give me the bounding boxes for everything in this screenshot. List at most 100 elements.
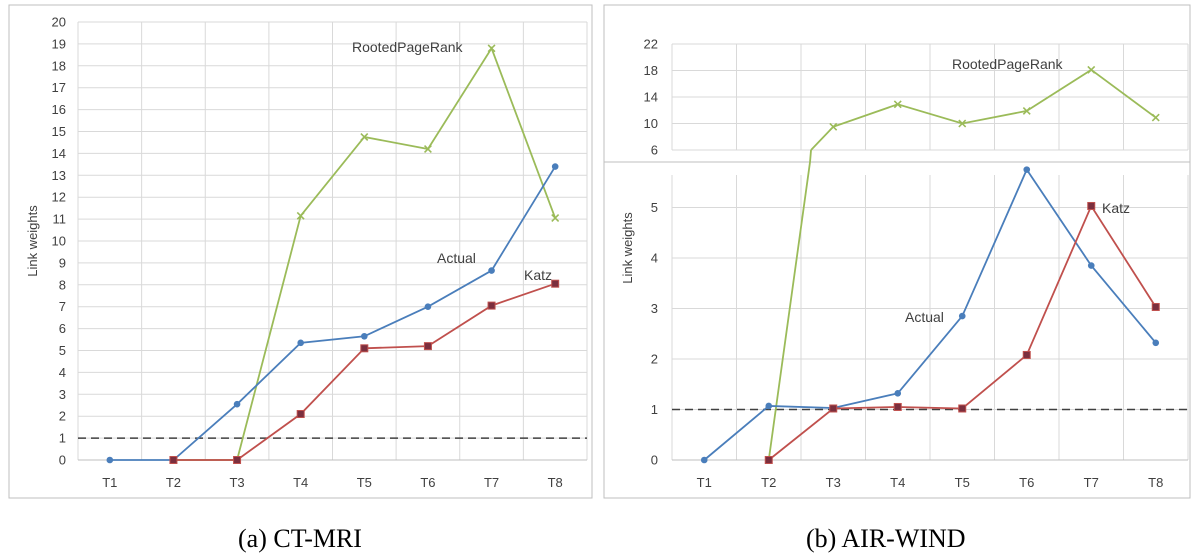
y-tick-label-lower: 0 [651,453,658,468]
point-actual [233,400,241,408]
chart-frame [8,4,593,499]
y-tick-label: 11 [53,212,67,227]
point-katz [1151,302,1160,311]
x-tick-label: T2 [166,475,181,490]
point-actual [1023,166,1031,173]
point-katz [1022,350,1031,359]
point-rooted [360,133,369,141]
y-tick-label: 6 [59,321,66,336]
caption-a: (a) CT-MRI [238,524,362,553]
y-tick-label: 12 [52,190,66,205]
x-tick-label: T3 [229,475,244,490]
y-axis-label: Link weights [620,212,635,284]
point-actual [424,303,432,311]
series-line-rooted-jump [767,149,812,461]
x-tick-label: T1 [102,475,117,490]
point-katz [360,344,369,353]
series-label-rooted: RootedPageRank [352,39,464,55]
y-tick-label: 20 [52,15,66,30]
point-katz [423,342,432,351]
x-tick-label: T7 [484,475,499,490]
y-tick-label: 10 [52,234,66,249]
point-katz [893,402,902,411]
y-tick-label-upper: 18 [644,63,658,78]
x-tick-label: T8 [548,475,563,490]
y-tick-label: 2 [59,409,66,424]
x-tick-label: T5 [357,475,372,490]
y-tick-label-lower: 4 [651,251,658,266]
y-tick-label-upper: 6 [651,143,658,158]
point-katz [233,456,242,464]
chart-frame [603,4,1191,499]
point-katz [487,301,496,310]
y-tick-label: 3 [59,387,66,402]
series-label-rooted: RootedPageRank [952,56,1064,72]
y-tick-label-lower: 3 [651,301,658,316]
point-actual [958,312,966,320]
series-label-actual: Actual [905,309,944,325]
point-katz [958,404,967,413]
series-label-katz: Katz [524,267,552,283]
y-tick-label: 5 [59,343,66,358]
point-rooted [551,214,560,222]
point-actual [488,267,495,274]
series-label-actual: Actual [437,250,476,266]
point-rooted [1151,113,1160,122]
y-tick-label: 17 [52,80,66,95]
y-tick-label: 8 [59,277,66,292]
x-tick-label: T4 [293,475,308,490]
x-tick-label: T4 [890,475,905,490]
point-actual [297,339,304,347]
y-axis-label: Link weights [25,205,40,277]
series-line-actual [703,167,1157,461]
x-tick-label: T8 [1148,475,1163,490]
point-katz [551,279,560,288]
series-label-katz: Katz [1102,200,1130,216]
x-tick-label: T1 [697,475,712,490]
caption-b: (b) AIR-WIND [806,524,966,553]
y-tick-label: 19 [52,36,66,51]
y-tick-label: 9 [59,255,66,270]
point-rooted [1022,106,1031,115]
point-katz [169,456,178,464]
y-tick-label: 7 [59,299,66,314]
point-actual [106,456,114,464]
point-rooted [1087,65,1096,74]
x-tick-label: T3 [826,475,841,490]
x-tick-label: T5 [955,475,970,490]
y-tick-label-upper: 22 [644,37,658,52]
chart-air-wind: 6 10 14 18 22 0 1 2 3 4 5 T1 T2 T3 T4 T5 T6 T7 T8 Link weig… [603,4,1191,553]
point-actual [1087,262,1095,269]
y-tick-label: 13 [52,168,66,183]
point-actual [894,390,902,397]
y-tick-label: 14 [52,146,66,161]
y-tick-label: 0 [59,453,66,468]
point-katz [829,404,838,413]
point-actual [361,332,368,340]
y-tick-label-upper: 10 [644,116,658,131]
point-rooted [893,100,902,109]
point-katz [296,410,305,419]
point-actual [765,402,773,410]
point-rooted [296,211,305,220]
x-tick-label: T2 [761,475,776,490]
y-tick-label: 1 [59,431,66,446]
series-line-actual [109,166,556,461]
point-rooted [958,119,967,128]
x-tick-label: T6 [1019,475,1034,490]
point-rooted [423,145,432,153]
y-tick-label-upper: 14 [644,90,658,105]
y-tick-label: 18 [52,58,66,73]
point-katz [1087,201,1096,210]
y-tick-label: 16 [52,102,66,117]
y-tick-label-lower: 2 [651,352,658,367]
y-tick-label: 15 [52,124,66,139]
x-tick-label: T6 [420,475,435,490]
x-tick-label: T7 [1084,475,1099,490]
y-tick-label-lower: 1 [651,402,658,417]
point-actual [551,163,559,170]
point-actual [700,456,708,464]
y-tick-label-lower: 5 [651,200,658,215]
